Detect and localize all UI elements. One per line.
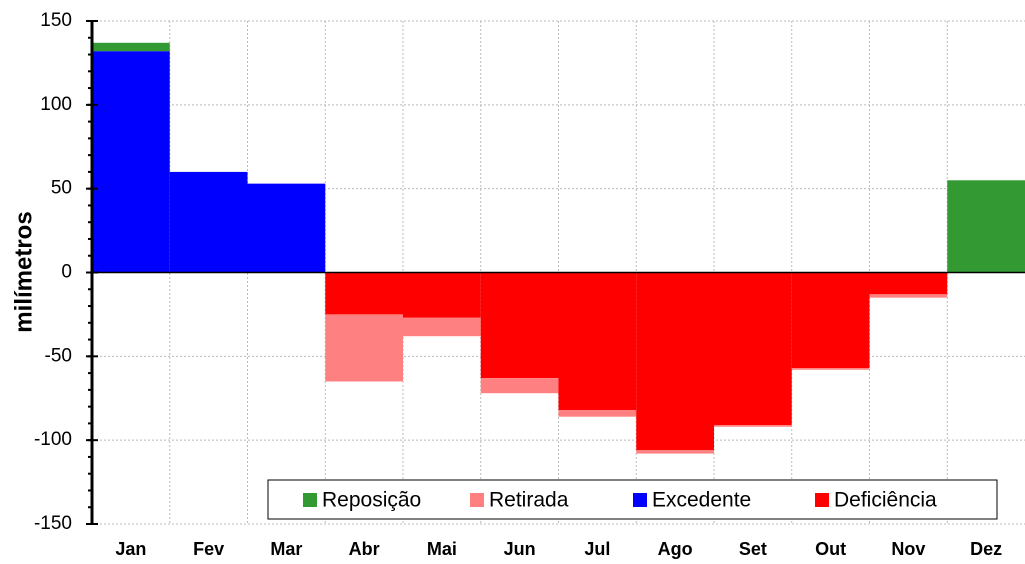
bars [92, 42, 1025, 454]
bar [791, 272, 870, 369]
bar [869, 294, 948, 298]
bar [403, 272, 481, 318]
legend-swatch [815, 493, 829, 507]
x-tick-label: Fev [193, 539, 224, 559]
bar [947, 180, 1025, 273]
x-tick-label: Nov [891, 539, 925, 559]
y-tick-label: -150 [34, 513, 72, 534]
bar [558, 272, 637, 410]
bar [714, 425, 792, 427]
y-tick-label: 50 [51, 178, 72, 199]
legend-swatch [633, 493, 647, 507]
bar [92, 42, 170, 52]
bar [169, 171, 248, 273]
legend-label: Retirada [489, 489, 569, 512]
x-tick-label: Ago [658, 539, 693, 559]
bar [325, 272, 403, 315]
bar [92, 51, 170, 273]
legend-swatch [470, 493, 484, 507]
bar [480, 378, 559, 394]
y-tick-label: 150 [40, 10, 72, 31]
x-tick-label: Dez [970, 539, 1002, 559]
legend-label: Excedente [652, 489, 751, 512]
bar [325, 314, 403, 382]
legend-label: Reposição [322, 489, 421, 512]
x-tick-label: Mai [427, 539, 457, 559]
y-axis-label: milímetros [10, 211, 37, 332]
bar [869, 272, 948, 295]
y-tick-label: 100 [40, 94, 72, 115]
legend: Reposição Retirada Excedente Deficiência [267, 479, 998, 520]
bar [247, 183, 326, 273]
bar [636, 272, 714, 451]
bar [403, 317, 481, 337]
x-tick-label: Set [739, 539, 767, 559]
x-tick-label: Jul [584, 539, 610, 559]
x-tick-label: Abr [349, 539, 380, 559]
x-tick-label: Mar [270, 539, 302, 559]
bar [714, 272, 792, 426]
bar [480, 272, 559, 379]
bar [791, 368, 870, 370]
legend-label: Deficiência [834, 489, 937, 512]
x-tick-label: Jun [504, 539, 536, 559]
y-tick-label: -100 [34, 429, 72, 450]
y-tick-label: 0 [61, 262, 72, 283]
bar [558, 409, 637, 417]
legend-swatch [303, 493, 317, 507]
x-tick-label: Jan [115, 539, 146, 559]
y-tick-label: -50 [45, 345, 72, 366]
legend-box [267, 479, 998, 520]
bar [636, 450, 714, 454]
x-tick-label: Out [815, 539, 846, 559]
